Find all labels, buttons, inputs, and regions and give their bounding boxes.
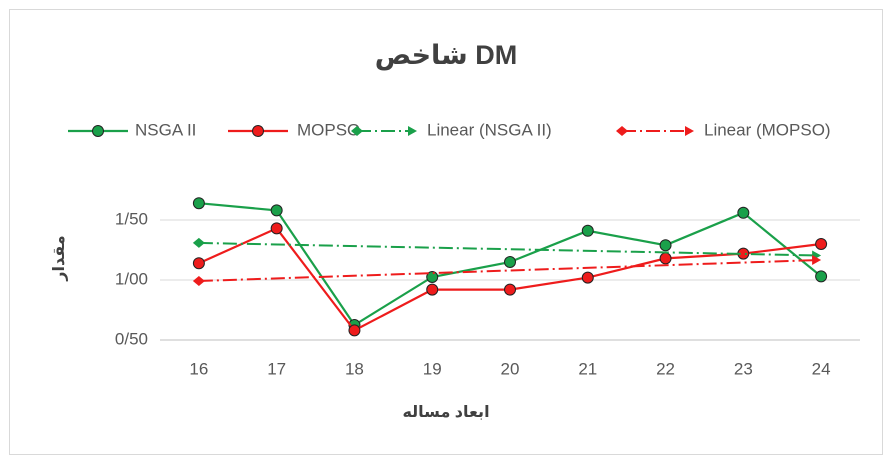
y-tick-label: 0/50 [115, 329, 148, 348]
x-tick-label: 24 [812, 359, 831, 378]
x-tick-label: 19 [423, 359, 442, 378]
legend-marker [616, 126, 628, 136]
point [659, 239, 672, 252]
point [581, 224, 594, 237]
trendline-start [192, 237, 205, 248]
point [270, 222, 283, 235]
point [426, 271, 439, 283]
point [737, 206, 750, 219]
legend-label: Linear (MOPSO) [704, 120, 831, 139]
y-tick-label: 1/50 [115, 209, 148, 228]
x-tick-label: 17 [267, 359, 286, 378]
legend-label: NSGA II [135, 120, 196, 139]
y-axis-label: مقدار [51, 235, 68, 281]
point [270, 204, 283, 217]
legend-label: Linear (NSGA II) [427, 120, 552, 139]
point [581, 271, 594, 284]
x-axis-label: ابعاد مساله [402, 404, 489, 421]
legend-marker [92, 125, 104, 137]
legend-arrow [408, 126, 417, 136]
trendline-start [192, 276, 205, 287]
point [504, 256, 516, 268]
point [192, 257, 205, 270]
x-tick-label: 18 [345, 359, 364, 378]
x-tick-label: 20 [501, 359, 520, 378]
point [659, 252, 672, 265]
trendline [198, 259, 818, 283]
point [815, 238, 828, 250]
chart-border [9, 9, 883, 455]
point [504, 283, 516, 296]
point [815, 270, 828, 283]
trendline [198, 241, 818, 257]
x-tick-label: 21 [578, 359, 597, 378]
legend-marker [351, 126, 363, 136]
x-tick-label: 23 [734, 359, 753, 378]
point [426, 283, 439, 296]
x-tick-label: 16 [189, 359, 208, 378]
legend-arrow [685, 126, 694, 136]
point [348, 324, 361, 337]
x-tick-label: 22 [656, 359, 675, 378]
legend-label: MOPSO [297, 120, 360, 139]
legend-marker [252, 125, 264, 137]
trendline-arrow [812, 255, 822, 266]
y-tick-label: 1/00 [115, 269, 148, 288]
point [192, 197, 205, 210]
chart-title: شاخص DM [375, 40, 517, 71]
